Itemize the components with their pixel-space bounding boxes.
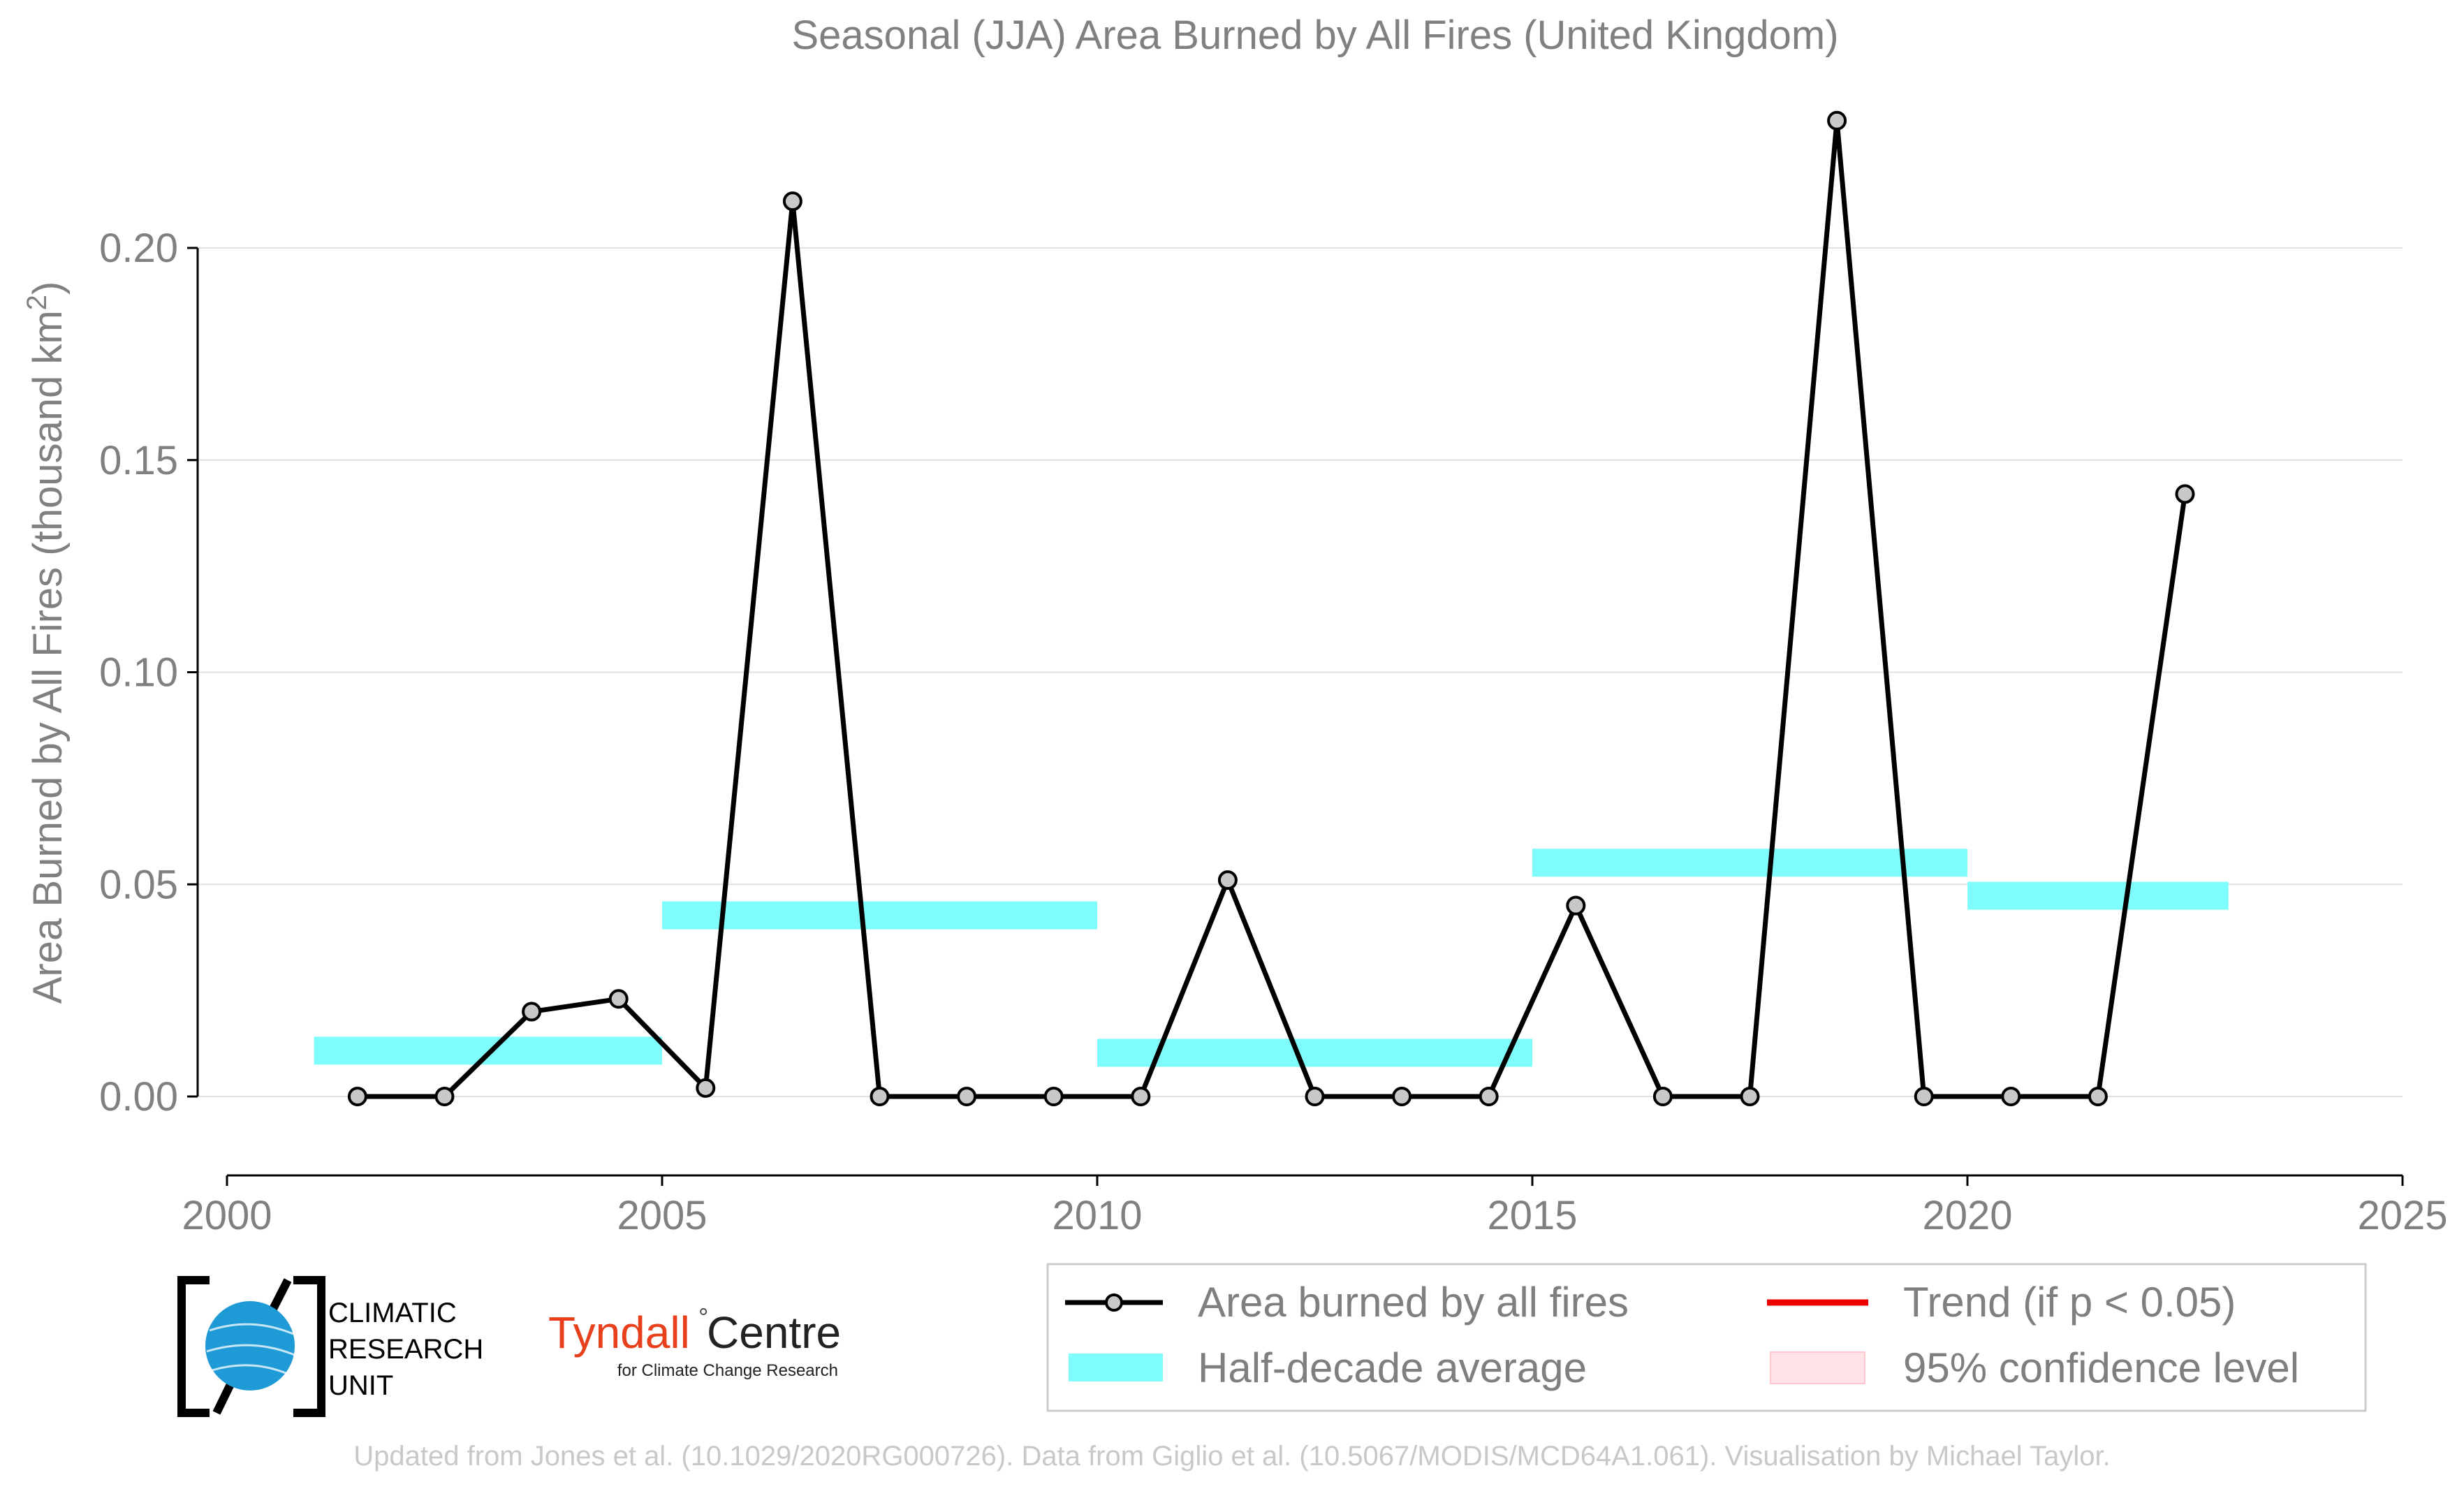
half-decade-average-bars [314,849,2229,1067]
x-tick-label-4: 2020 [1922,1193,2012,1238]
x-tick-label-5: 2025 [2357,1193,2447,1238]
cru-logo-text-line3: UNIT [328,1370,393,1401]
tyndall-degree-icon: ° [698,1303,708,1331]
tyndall-logo-subtitle: for Climate Change Research [617,1361,838,1380]
half-decade-bar-4 [1967,881,2229,910]
data-point-9 [1131,1087,1151,1106]
half-decade-bar-1 [662,901,1097,930]
data-point-0 [347,1087,367,1106]
data-point-13 [1479,1087,1499,1106]
data-point-2 [522,1002,542,1022]
data-point-19 [2001,1087,2021,1106]
grid-lines [198,247,2403,1097]
data-point-20 [2088,1087,2108,1106]
half-decade-bar-2 [1097,1039,1532,1067]
cru-logo [177,1276,325,1417]
y-tick-label-3: 0.15 [99,438,178,483]
legend-box [1046,1263,2367,1412]
y-tick-label-2: 0.10 [99,650,178,696]
data-point-11 [1305,1087,1325,1106]
half-decade-bar-3 [1532,849,1967,877]
footer-credit: Updated from Jones et al. (10.1029/2020R… [353,1441,2110,1472]
data-point-3 [608,989,629,1009]
cru-logo-text-line2: RESEARCH [328,1334,483,1365]
legend-swatch-confidence [1770,1351,1865,1384]
x-axis-ticks: 2000 2005 2010 2015 2020 2025 [182,1175,2448,1238]
series-line-area-burned [357,120,2187,1099]
y-axis-label: Area Burned by All Fires (thousand km2) [22,281,71,1004]
data-point-16 [1740,1087,1760,1106]
legend: Area burned by all fires Half-decade ave… [1046,1263,2367,1412]
y-axis-ticks: 0.00 0.05 0.10 0.15 0.20 [99,226,198,1120]
data-point-17 [1827,110,1847,131]
tyndall-logo-name: Tyndall [548,1307,690,1358]
x-tick-label-0: 2000 [182,1193,272,1238]
data-point-12 [1392,1087,1412,1106]
legend-label-confidence: 95% confidence level [1903,1344,2299,1391]
data-point-21 [2175,484,2195,504]
data-point-1 [434,1087,455,1106]
y-tick-label-0: 0.00 [99,1074,178,1120]
cru-logo-text-line1: CLIMATIC [328,1298,457,1328]
data-point-10 [1217,870,1238,890]
legend-label-series: Area burned by all fires [1198,1279,1629,1326]
legend-marker-series [1105,1293,1123,1312]
series-points [347,110,2195,1106]
y-tick-label-4: 0.20 [99,226,178,271]
legend-label-half-decade: Half-decade average [1198,1344,1587,1391]
data-point-15 [1652,1087,1673,1106]
tyndall-logo-centre: Centre [707,1307,841,1358]
legend-label-trend: Trend (if p < 0.05) [1903,1279,2236,1326]
data-point-5 [782,191,802,212]
data-point-7 [957,1087,977,1106]
legend-swatch-half-decade [1069,1354,1163,1381]
chart-title: Seasonal (JJA) Area Burned by All Fires … [791,13,1838,58]
data-point-18 [1914,1087,1934,1106]
data-point-4 [696,1078,716,1098]
x-tick-label-3: 2015 [1487,1193,1577,1238]
y-tick-label-1: 0.05 [99,862,178,907]
data-point-8 [1043,1087,1064,1106]
x-tick-label-1: 2005 [617,1193,707,1238]
data-point-6 [870,1087,890,1106]
data-point-14 [1566,895,1586,916]
x-tick-label-2: 2010 [1052,1193,1142,1238]
